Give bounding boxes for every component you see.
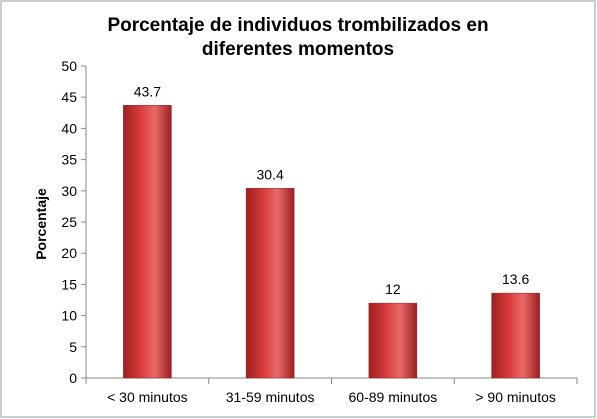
- x-tick-label: > 90 minutos: [475, 389, 556, 405]
- y-tick-label: 0: [69, 370, 77, 386]
- y-tick-label: 35: [61, 152, 77, 168]
- data-label: 43.7: [134, 83, 161, 99]
- y-tick-label: 50: [61, 58, 77, 74]
- y-axis-label: Porcentaje: [33, 188, 49, 260]
- y-tick-label: 5: [69, 339, 77, 355]
- y-tick-label: 10: [61, 308, 77, 324]
- data-label: 13.6: [502, 271, 529, 287]
- bar: [491, 292, 540, 379]
- x-tick-label: < 30 minutos: [107, 389, 188, 405]
- y-tick-label: 20: [61, 245, 77, 261]
- x-tick-label: 60-89 minutos: [349, 389, 438, 405]
- plot-area: 0 5 10 15 20 25 30 35 40 45 50 43.7 < 30 minutos 30.4…: [61, 58, 578, 405]
- bar: [368, 302, 418, 379]
- bar: [245, 188, 295, 379]
- bar: [123, 105, 172, 379]
- chart-title-line-2: diferentes momentos: [202, 39, 394, 60]
- data-label: 12: [385, 281, 401, 297]
- chart-title-line-1: Porcentaje de individuos trombilizados e…: [107, 15, 488, 36]
- x-tick-label: 31-59 minutos: [226, 389, 315, 405]
- y-tick-label: 40: [61, 120, 77, 136]
- data-label: 30.4: [257, 166, 284, 182]
- y-tick-label: 25: [61, 214, 77, 230]
- y-tick-label: 15: [61, 276, 77, 292]
- y-tick-label: 45: [61, 89, 77, 105]
- y-tick-label: 30: [61, 183, 77, 199]
